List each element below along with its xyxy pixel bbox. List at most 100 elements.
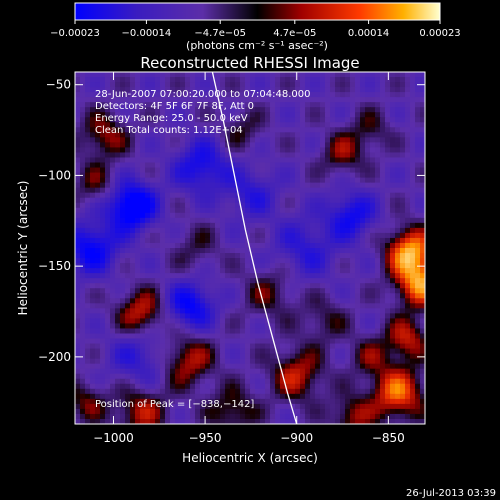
heatmap-cell (360, 177, 366, 184)
heatmap-cell (215, 278, 221, 284)
heatmap-cell (185, 137, 191, 143)
heatmap-cell (280, 348, 286, 355)
heatmap-cell (365, 152, 371, 159)
heatmap-cell (405, 227, 411, 234)
heatmap-cell (170, 127, 176, 133)
heatmap-cell (420, 112, 425, 118)
heatmap-cell (410, 253, 416, 259)
heatmap-cell (160, 132, 166, 138)
heatmap-cell (165, 303, 171, 309)
heatmap-cell (400, 102, 406, 108)
heatmap-cell (160, 393, 166, 400)
heatmap-cell (205, 383, 211, 390)
heatmap-cell (320, 338, 326, 345)
heatmap-cell (390, 363, 396, 370)
heatmap-cell (245, 368, 251, 375)
heatmap-cell (340, 263, 346, 269)
heatmap-cell (400, 373, 406, 380)
heatmap-cell (130, 172, 136, 179)
heatmap-cell (335, 207, 341, 214)
heatmap-cell (195, 293, 201, 299)
heatmap-cell (80, 72, 86, 78)
heatmap-cell (270, 328, 276, 335)
heatmap-cell (405, 253, 411, 259)
heatmap-cell (310, 217, 316, 224)
heatmap-cell (80, 348, 86, 355)
heatmap-cell (340, 303, 346, 309)
heatmap-cell (275, 117, 281, 123)
heatmap-cell (75, 393, 81, 400)
heatmap-cell (230, 97, 236, 103)
heatmap-cell (170, 92, 176, 98)
heatmap-cell (190, 263, 196, 269)
heatmap-cell (375, 308, 381, 314)
heatmap-cell (315, 393, 321, 400)
heatmap-cell (210, 388, 216, 395)
heatmap-cell (165, 102, 171, 108)
heatmap-cell (260, 403, 266, 410)
heatmap-cell (90, 87, 96, 93)
heatmap-cell (95, 177, 101, 184)
heatmap-cell (290, 182, 296, 189)
heatmap-cell (410, 202, 416, 209)
heatmap-cell (215, 298, 221, 304)
heatmap-cell (90, 348, 96, 355)
heatmap-cell (310, 273, 316, 279)
heatmap-cell (285, 293, 291, 299)
heatmap-cell (85, 157, 91, 164)
heatmap-cell (365, 167, 371, 174)
heatmap-cell (370, 197, 376, 204)
heatmap-cell (195, 127, 201, 133)
heatmap-cell (200, 268, 206, 274)
heatmap-cell (120, 388, 126, 395)
heatmap-cell (165, 242, 171, 249)
heatmap-cell (205, 298, 211, 304)
heatmap-cell (220, 273, 226, 279)
heatmap-cell (160, 162, 166, 169)
heatmap-cell (165, 393, 171, 400)
heatmap-cell (255, 92, 261, 98)
heatmap-cell (105, 418, 111, 424)
heatmap-cell (255, 237, 261, 244)
heatmap-cell (270, 102, 276, 108)
heatmap-cell (195, 363, 201, 370)
heatmap-cell (395, 353, 401, 360)
heatmap-cell (135, 373, 141, 380)
heatmap-cell (220, 207, 226, 214)
heatmap-cell (145, 303, 151, 309)
heatmap-cell (90, 328, 96, 335)
heatmap-cell (105, 303, 111, 309)
heatmap-cell (410, 152, 416, 159)
heatmap-cell (320, 127, 326, 133)
heatmap-cell (385, 232, 391, 239)
heatmap-cell (150, 212, 156, 219)
heatmap-cell (240, 323, 246, 330)
heatmap-cell (300, 273, 306, 279)
heatmap-cell (340, 248, 346, 254)
heatmap-cell (350, 242, 356, 249)
heatmap-cell (250, 323, 256, 330)
heatmap-cell (310, 293, 316, 299)
heatmap-cell (225, 268, 231, 274)
heatmap-cell (285, 187, 291, 194)
heatmap-cell (90, 112, 96, 118)
heatmap-cell (130, 383, 136, 390)
heatmap-cell (250, 318, 256, 325)
heatmap-cell (290, 222, 296, 229)
heatmap-cell (185, 248, 191, 254)
heatmap-cell (280, 303, 286, 309)
heatmap-cell (85, 283, 91, 289)
heatmap-cell (220, 112, 226, 118)
heatmap-cell (310, 393, 316, 400)
heatmap-cell (400, 242, 406, 249)
heatmap-cell (105, 122, 111, 128)
heatmap-cell (295, 87, 301, 93)
heatmap-cell (210, 268, 216, 274)
heatmap-cell (320, 253, 326, 259)
heatmap-cell (140, 368, 146, 375)
heatmap-cell (270, 127, 276, 133)
heatmap-cell (410, 172, 416, 179)
heatmap-cell (285, 242, 291, 249)
heatmap-cell (85, 268, 91, 274)
heatmap-cell (130, 318, 136, 325)
